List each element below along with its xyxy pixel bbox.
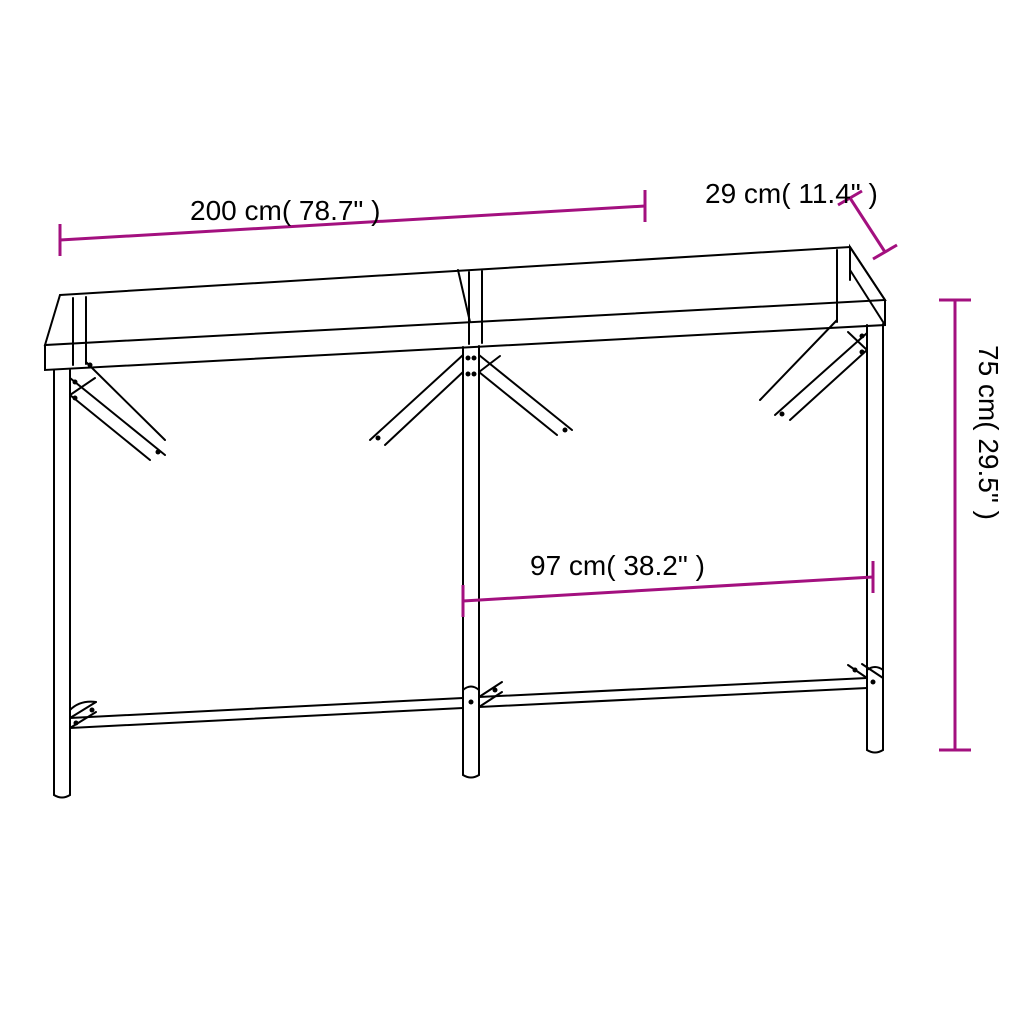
label-height: 75 cm( 29.5" ) — [972, 345, 1004, 520]
table-diagram-svg — [0, 0, 1024, 1024]
diagram-root: 200 cm( 78.7" ) 29 cm( 11.4" ) 97 cm( 38… — [0, 0, 1024, 1024]
dimension-lines — [60, 190, 971, 750]
label-width: 200 cm( 78.7" ) — [190, 195, 380, 227]
table-outline — [45, 247, 885, 798]
label-depth: 29 cm( 11.4" ) — [705, 178, 878, 210]
label-span: 97 cm( 38.2" ) — [530, 550, 705, 582]
dimension-height — [939, 300, 971, 750]
